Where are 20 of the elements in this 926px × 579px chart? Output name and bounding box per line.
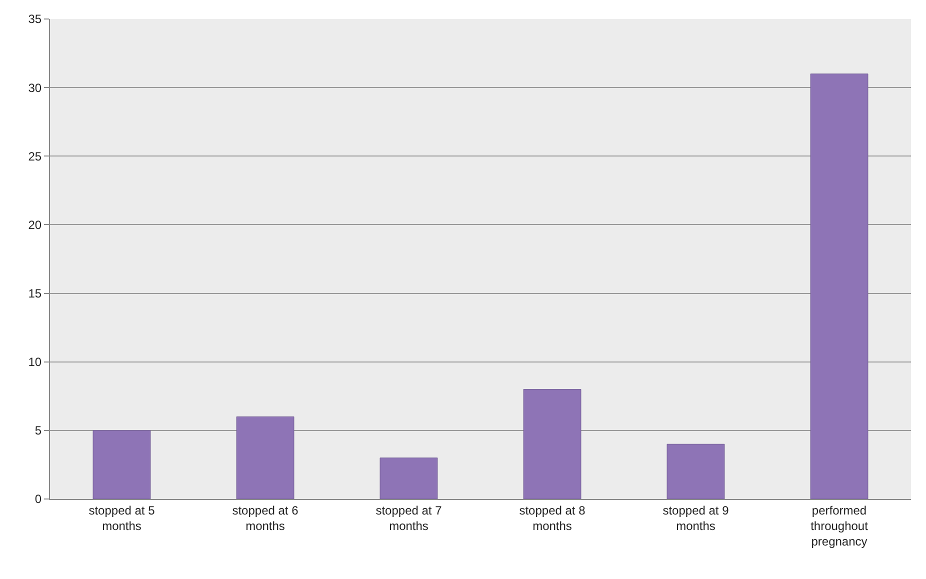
- x-tick-label: stopped at 8 months: [519, 503, 586, 533]
- y-tick-label: 25: [28, 149, 42, 164]
- y-tick-label: 5: [34, 424, 42, 438]
- bar: [810, 74, 868, 499]
- y-tick-label: 35: [28, 12, 42, 26]
- bar: [523, 389, 582, 499]
- bar: [380, 458, 438, 499]
- y-tick-label: 15: [28, 286, 42, 300]
- x-tick-label: stopped at 9 months: [662, 503, 730, 533]
- x-tick-label: stopped at 7 months: [376, 503, 442, 533]
- y-tick-label: 10: [28, 355, 42, 370]
- x-tick-label: stopped at 5 months: [88, 503, 156, 533]
- y-tick-label: 30: [28, 80, 42, 95]
- x-tick-label: performed throughout pregnancy: [810, 503, 869, 549]
- x-tick-label: stopped at 6 months: [232, 503, 299, 533]
- y-tick-label: 0: [34, 492, 42, 506]
- bar: [236, 416, 294, 499]
- bar: [666, 444, 725, 499]
- y-tick-label: 20: [28, 218, 42, 232]
- bar: [92, 430, 151, 499]
